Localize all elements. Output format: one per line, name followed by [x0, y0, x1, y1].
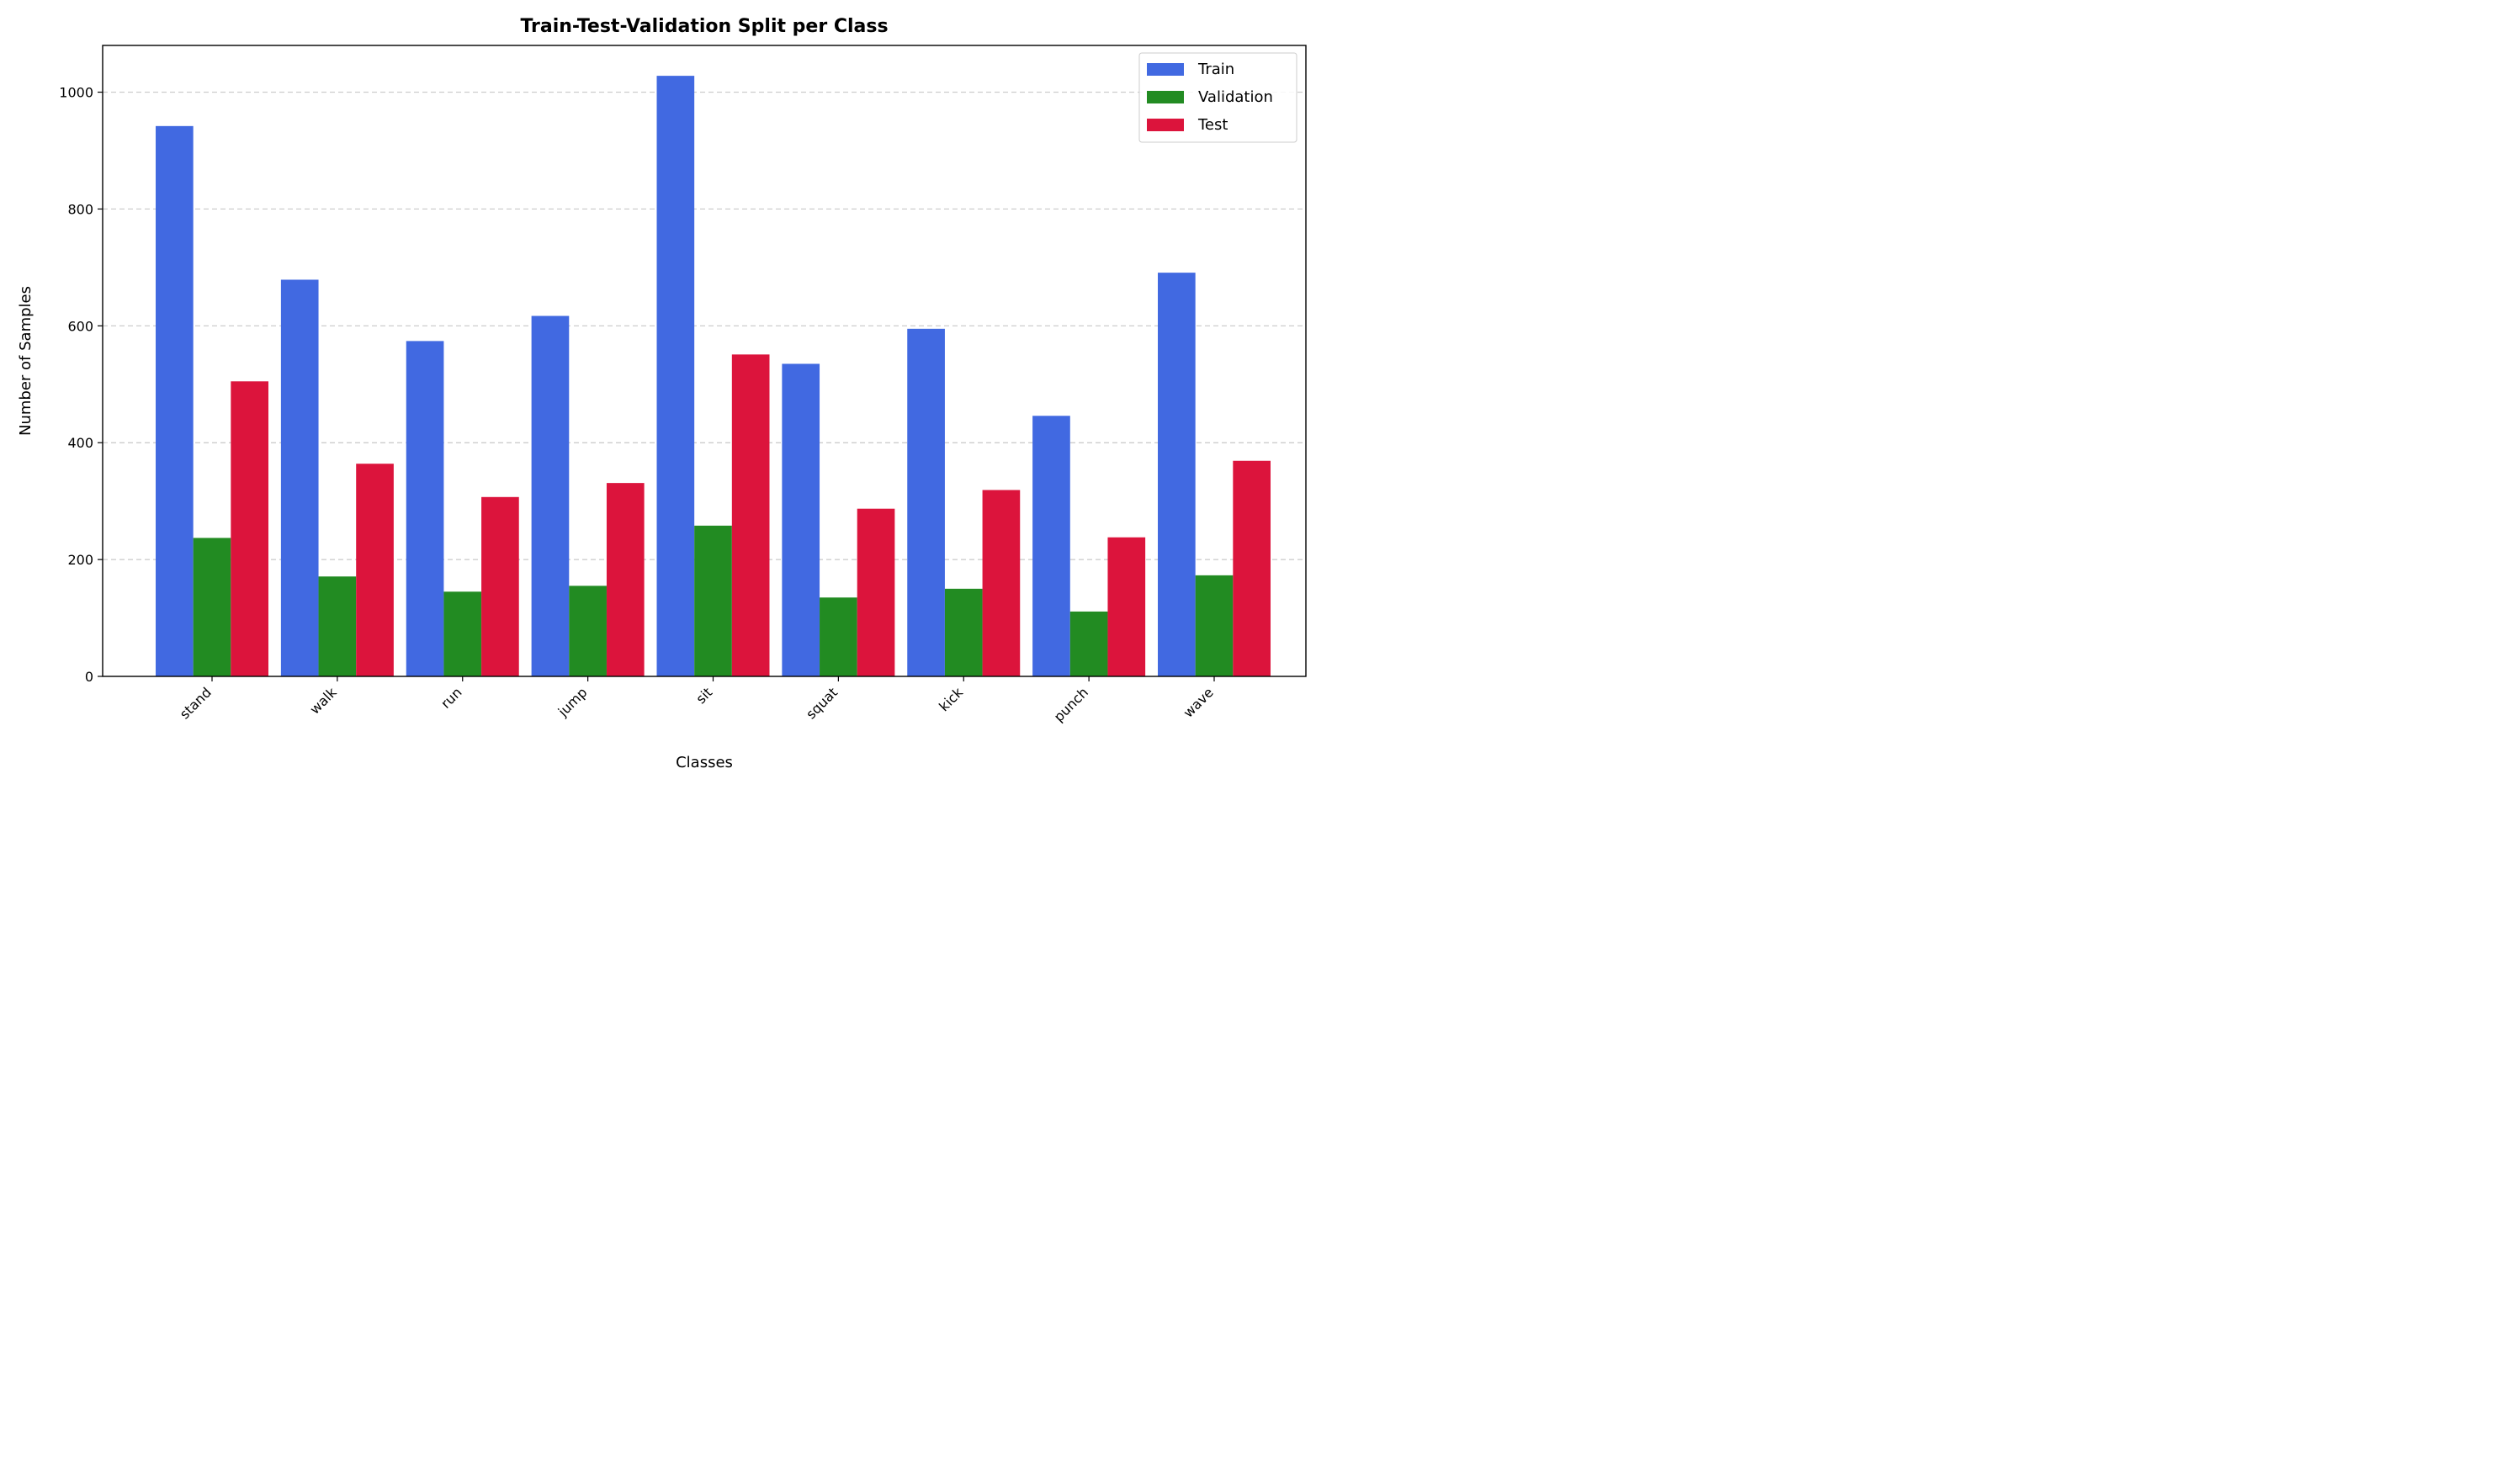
legend: Train Validation Test — [1138, 52, 1297, 143]
x-axis-label: Classes — [676, 754, 733, 771]
plot-frame — [102, 45, 1307, 677]
bar-validation-punch — [1069, 611, 1108, 676]
bar-validation-squat — [820, 597, 857, 676]
bar-train-punch — [1032, 416, 1070, 676]
bar-train-squat — [782, 363, 820, 676]
bar-validation-run — [443, 591, 482, 676]
y-tick-label: 800 — [67, 201, 93, 217]
y-tick-label: 1000 — [59, 85, 93, 101]
legend-swatch-validation — [1147, 91, 1184, 103]
bar-validation-sit — [694, 525, 732, 676]
bar-test-stand — [231, 381, 268, 676]
legend-swatch-test — [1147, 119, 1184, 131]
y-tick-label: 400 — [67, 435, 93, 451]
bar-test-sit — [731, 354, 770, 676]
bar-train-kick — [907, 328, 945, 676]
bar-train-jump — [531, 315, 570, 676]
bars — [156, 76, 1271, 677]
bar-test-punch — [1107, 537, 1146, 676]
y-axis-ticks: 0 200 400 600 800 1000 — [59, 85, 103, 685]
bar-train-sit — [656, 76, 695, 677]
bar-test-wave — [1233, 460, 1271, 676]
bar-train-walk — [280, 279, 319, 676]
y-tick-label: 0 — [85, 669, 93, 685]
bar-train-run — [406, 341, 444, 676]
legend-label-train: Train — [1197, 61, 1234, 78]
bar-validation-stand — [193, 538, 231, 676]
chart: Train-Test-Validation Split per Class 0 2… — [0, 0, 1319, 785]
y-tick-label: 600 — [67, 318, 93, 334]
bar-test-kick — [982, 490, 1021, 676]
bar-test-squat — [857, 508, 895, 676]
bar-validation-wave — [1195, 575, 1234, 676]
bar-test-jump — [606, 483, 645, 676]
bar-test-walk — [356, 464, 394, 676]
bar-train-wave — [1158, 273, 1196, 676]
chart-title: Train-Test-Validation Split per Class — [520, 16, 888, 37]
y-axis-label: Number of Samples — [17, 286, 34, 436]
bar-validation-walk — [318, 576, 357, 676]
legend-label-validation: Validation — [1198, 88, 1273, 106]
bar-validation-jump — [569, 586, 607, 676]
bar-test-run — [481, 496, 519, 676]
bar-validation-kick — [944, 588, 983, 676]
legend-swatch-train — [1147, 63, 1184, 76]
legend-label-test: Test — [1197, 116, 1228, 134]
bar-train-stand — [156, 125, 194, 677]
y-tick-label: 200 — [67, 552, 93, 568]
